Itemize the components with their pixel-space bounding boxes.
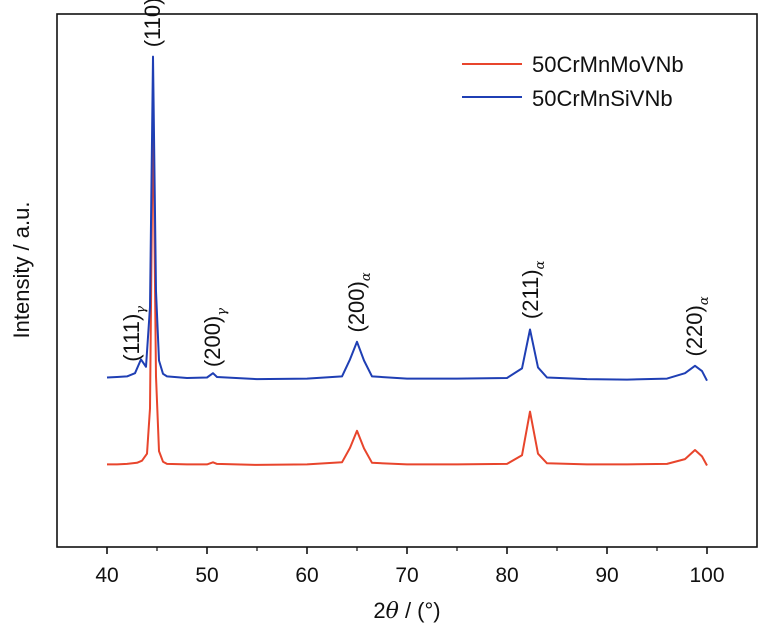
peak-index: (200) (344, 281, 369, 332)
peak-phase: α (359, 272, 374, 281)
peak-phase: α (697, 296, 712, 305)
peak-index: (220) (682, 305, 707, 356)
x-axis-title: 2θ / (°) (373, 598, 440, 624)
legend-label-50crmnsivnb: 50CrMnSiVNb (532, 86, 673, 111)
x-axis-title-symbol: θ (386, 599, 399, 624)
x-axis-ticks: 40 50 60 70 80 90 100 (95, 547, 725, 587)
peak-label: (211)α (518, 260, 548, 319)
peak-index: (111) (119, 314, 144, 362)
peak-index: (211) (518, 269, 543, 319)
peak-phase: γ (215, 308, 230, 316)
x-tick-label: 50 (195, 564, 218, 587)
peak-label: (110)α (140, 0, 170, 47)
peak-label: (220)α (682, 296, 712, 356)
peak-label: (200)γ (200, 308, 230, 367)
x-axis-title-suffix: / (°) (399, 598, 441, 623)
peak-phase: α (533, 260, 548, 269)
peak-index: (200) (200, 316, 225, 367)
x-axis-title-prefix: 2 (373, 598, 385, 623)
peak-label: (200)α (344, 272, 374, 332)
x-tick-label: 80 (495, 564, 518, 587)
legend-label-50crmnmovnb: 50CrMnMoVNb (532, 52, 684, 77)
peak-label: (111)γ (119, 306, 149, 362)
x-tick-label: 60 (295, 564, 318, 587)
legend: 50CrMnMoVNb 50CrMnSiVNb (462, 52, 684, 111)
peak-index: (110) (140, 0, 165, 47)
x-tick-label: 70 (395, 564, 418, 587)
series-line-50crmnsivnb (106, 55, 708, 382)
series-layer (106, 55, 708, 466)
y-axis-title: Intensity / a.u. (9, 202, 34, 339)
x-tick-label: 90 (595, 564, 618, 587)
peak-annotations: (111)γ(110)α(200)γ(200)α(211)α(220)α (119, 0, 712, 367)
peak-phase: γ (134, 306, 149, 314)
x-tick-label: 100 (689, 564, 724, 587)
x-tick-label: 40 (95, 564, 118, 587)
series-line-50crmnmovnb (107, 98, 708, 466)
